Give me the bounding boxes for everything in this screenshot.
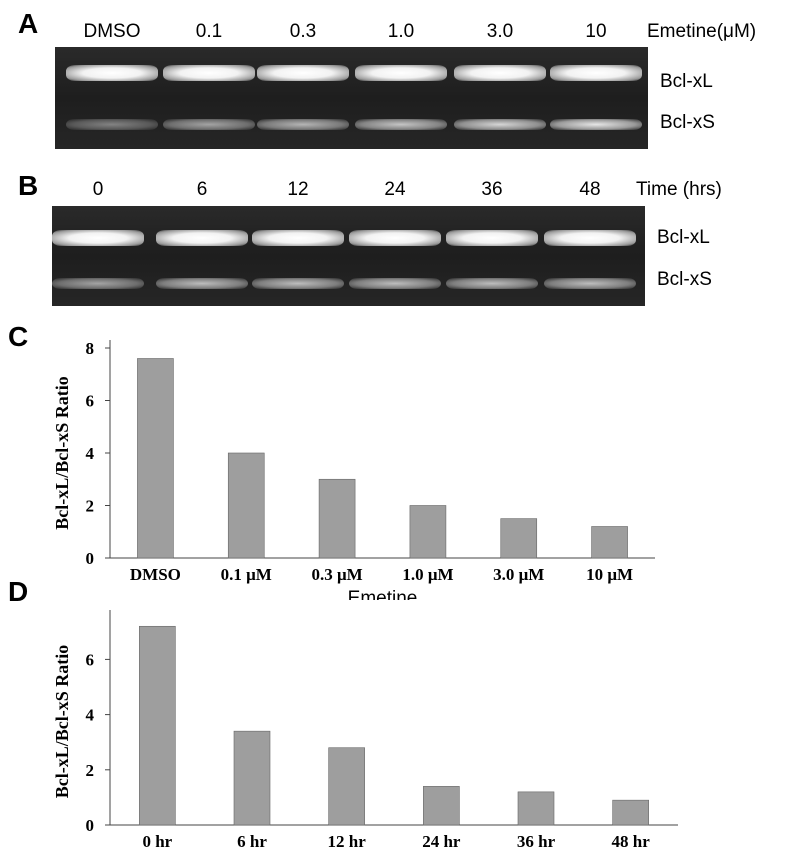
- band-bcl-xs: [257, 119, 349, 130]
- gel-b-image: [52, 206, 645, 306]
- bar: [517, 791, 555, 826]
- gel-a-lane-label: 0.1: [195, 21, 223, 42]
- band-bcl-xs: [66, 119, 158, 130]
- y-tick-label: 0: [86, 816, 95, 835]
- y-tick-label: 4: [86, 706, 95, 725]
- band-bcl-xs: [550, 119, 642, 130]
- gel-b-band-label-xl: Bcl-xL: [657, 227, 710, 248]
- bar: [233, 730, 271, 826]
- band-bcl-xs: [544, 278, 636, 289]
- chart-d: 0 2 4 6 0 hr 6 hr 12 hr 24 hr 36 hr 48 hr Bcl-xL/B…: [52, 610, 678, 851]
- x-tick-label: 48 hr: [612, 832, 651, 851]
- y-tick-label: 0: [86, 549, 95, 568]
- gel-a-lane-label: 10: [585, 21, 607, 42]
- gel-a-band-label-xs: Bcl-xS: [660, 112, 715, 133]
- gel-a-band-label-xl: Bcl-xL: [660, 71, 713, 92]
- bar: [500, 518, 538, 559]
- y-axis-label: Bcl-xL/Bcl-xS Ratio: [52, 645, 72, 799]
- band-bcl-xl: [156, 230, 248, 246]
- band-bcl-xs: [252, 278, 344, 289]
- band-bcl-xl: [349, 230, 441, 246]
- bar: [409, 505, 447, 559]
- bar: [139, 625, 176, 826]
- bar: [328, 747, 365, 826]
- gel-a-lane-label: DMSO: [83, 21, 141, 42]
- gel-b-band-label-xs: Bcl-xS: [657, 269, 712, 290]
- band-bcl-xs: [52, 278, 144, 289]
- gel-a-lane-label: 0.3: [289, 21, 317, 42]
- panel-a-letter: A: [18, 8, 39, 39]
- panel-c-letter: C: [8, 321, 29, 352]
- band-bcl-xs: [454, 119, 546, 130]
- band-bcl-xl: [52, 230, 144, 246]
- x-tick-label: 10 μM: [586, 565, 633, 584]
- x-tick-label: 24 hr: [422, 832, 461, 851]
- x-tick-label: 1.0 μM: [402, 565, 453, 584]
- band-bcl-xl: [446, 230, 538, 246]
- y-tick-label: 4: [86, 444, 95, 463]
- panel-d-letter: D: [8, 576, 29, 607]
- band-bcl-xs: [349, 278, 441, 289]
- x-tick-label: 36 hr: [517, 832, 556, 851]
- gel-a-header-title: Emetine(μM): [647, 21, 757, 42]
- bar: [318, 478, 356, 559]
- bar: [591, 526, 628, 559]
- x-tick-label: 0.3 μM: [311, 565, 362, 584]
- gel-a-lane-label: 1.0: [387, 21, 415, 42]
- bar: [423, 786, 460, 826]
- band-bcl-xs: [156, 278, 248, 289]
- x-tick-label: 0.1 μM: [221, 565, 272, 584]
- gel-b-header-title: Time (hrs): [636, 179, 722, 200]
- y-tick-label: 2: [86, 761, 95, 780]
- x-tick-label: 3.0 μM: [493, 565, 544, 584]
- band-bcl-xl: [163, 65, 255, 81]
- x-tick-label: DMSO: [130, 565, 181, 584]
- y-tick-label: 6: [86, 392, 95, 411]
- gel-b-lane-label: 12: [287, 179, 309, 200]
- y-axis-label: Bcl-xL/Bcl-xS Ratio: [52, 376, 72, 530]
- chart-c: 0 2 4 6 8 DMSO 0.1 μM 0.3 μM 1.0 μM 3.0 μM 10 μM Bc…: [52, 339, 655, 600]
- band-bcl-xl: [252, 230, 344, 246]
- gel-a-image: [55, 47, 648, 149]
- gel-b-lane-label: 48: [579, 179, 601, 200]
- y-tick-label: 8: [86, 339, 95, 358]
- gel-b-lane-label: 6: [196, 179, 208, 200]
- gel-b-lane-label: 0: [92, 179, 104, 200]
- bar: [612, 799, 649, 826]
- gel-b-lane-label: 24: [384, 179, 406, 200]
- band-bcl-xs: [355, 119, 447, 130]
- band-bcl-xl: [544, 230, 636, 246]
- x-tick-label: 0 hr: [142, 832, 172, 851]
- x-tick-label: 12 hr: [328, 832, 367, 851]
- panel-b-letter: B: [18, 170, 39, 201]
- band-bcl-xl: [355, 65, 447, 81]
- band-bcl-xl: [66, 65, 158, 81]
- bar: [227, 452, 265, 559]
- y-tick-label: 6: [86, 650, 95, 669]
- x-axis-label: Emetine: [348, 588, 418, 600]
- band-bcl-xs: [163, 119, 255, 130]
- band-bcl-xs: [446, 278, 538, 289]
- band-bcl-xl: [550, 65, 642, 81]
- gel-b-lane-label: 36: [481, 179, 503, 200]
- x-tick-label: 6 hr: [237, 832, 267, 851]
- gel-a-lane-label: 3.0: [486, 21, 514, 42]
- band-bcl-xl: [257, 65, 349, 81]
- y-tick-label: 2: [86, 497, 95, 516]
- bar: [137, 358, 174, 559]
- band-bcl-xl: [454, 65, 546, 81]
